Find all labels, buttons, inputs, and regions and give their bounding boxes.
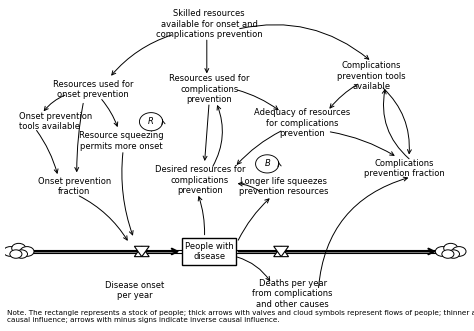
Text: R: R [148, 117, 154, 126]
Text: Resources used for
complications
prevention: Resources used for complications prevent… [169, 74, 249, 104]
Text: Deaths per year
from complications
and other causes: Deaths per year from complications and o… [253, 279, 333, 308]
Circle shape [10, 250, 22, 258]
Circle shape [3, 247, 17, 256]
Circle shape [447, 250, 459, 258]
Text: Onset prevention
fraction: Onset prevention fraction [38, 177, 111, 196]
Text: Adequacy of resources
for complications
prevention: Adequacy of resources for complications … [254, 109, 350, 138]
Circle shape [12, 243, 26, 253]
Polygon shape [134, 246, 149, 257]
Circle shape [452, 247, 466, 256]
Text: People with
disease: People with disease [185, 242, 234, 261]
Text: Complications
prevention fraction: Complications prevention fraction [364, 159, 445, 178]
Polygon shape [134, 246, 149, 257]
Text: Longer life squeezes
prevention resources: Longer life squeezes prevention resource… [239, 177, 328, 196]
Circle shape [20, 247, 34, 256]
Text: Skilled resources
available for onset and
complications prevention: Skilled resources available for onset an… [156, 10, 263, 39]
Text: Resources used for
onset prevention: Resources used for onset prevention [53, 79, 133, 99]
Polygon shape [273, 246, 289, 257]
Text: Desired resources for
complications
prevention: Desired resources for complications prev… [155, 165, 245, 195]
Circle shape [442, 250, 454, 258]
Polygon shape [273, 246, 289, 257]
Text: Note. The rectangle represents a stock of people; thick arrows with valves and c: Note. The rectangle represents a stock o… [7, 310, 474, 323]
Text: Complications
prevention tools
available: Complications prevention tools available [337, 61, 406, 91]
Text: Resource squeezing
permits more onset: Resource squeezing permits more onset [79, 131, 163, 151]
Circle shape [16, 250, 27, 258]
Text: B: B [264, 160, 270, 168]
Text: Onset prevention
tools available: Onset prevention tools available [18, 112, 92, 131]
Text: Disease onset
per year: Disease onset per year [105, 281, 164, 300]
FancyBboxPatch shape [182, 238, 236, 265]
Circle shape [444, 243, 457, 253]
Circle shape [435, 247, 449, 256]
